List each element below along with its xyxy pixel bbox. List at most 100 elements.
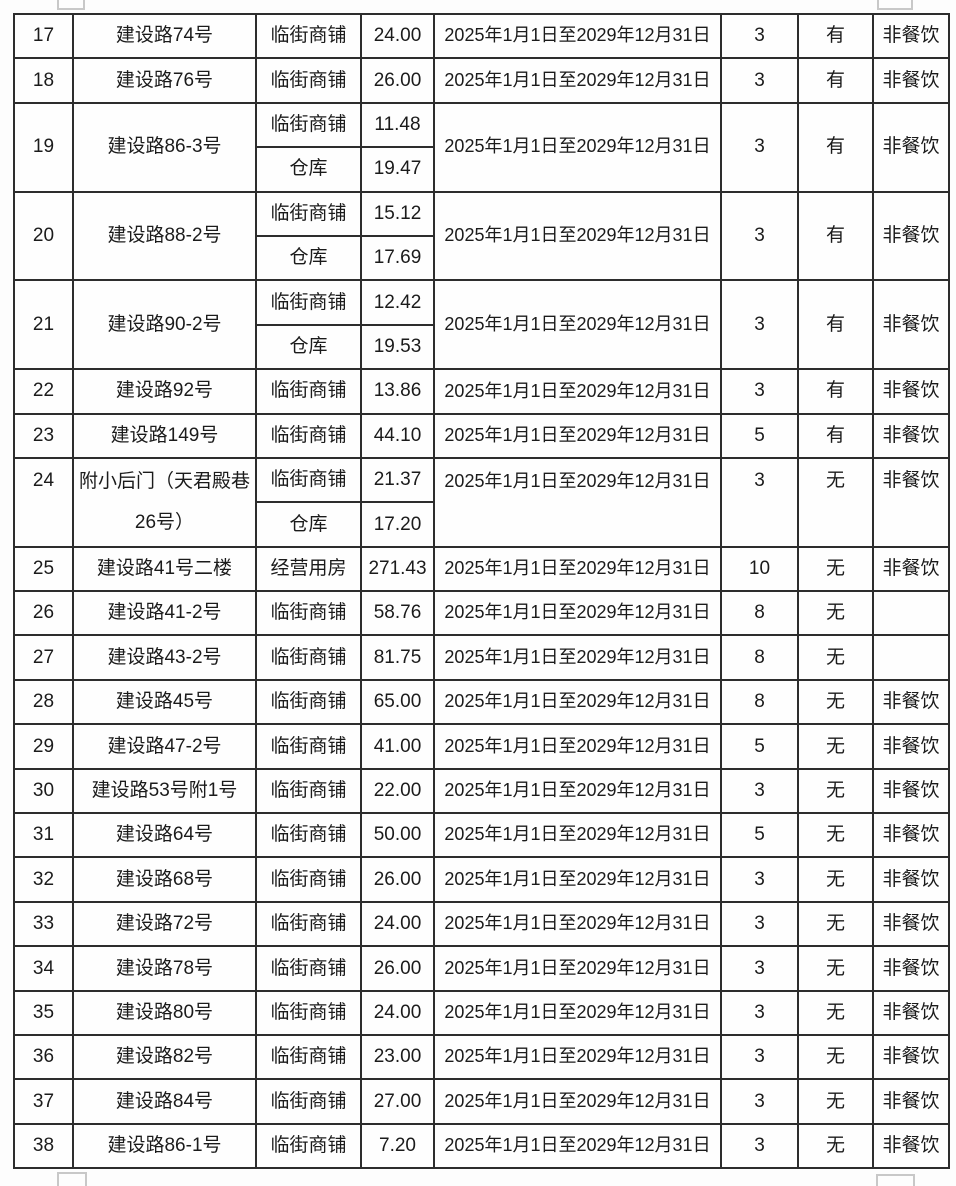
cell-unit-type: 临街商铺: [255, 101, 362, 149]
cell-unit-area: 24.00: [360, 12, 435, 60]
cell-unit-type: 临街商铺: [255, 812, 362, 859]
cell-seq: 38: [13, 1122, 74, 1170]
cell-seq: 22: [13, 368, 74, 415]
cell-location: 建设路41-2号: [72, 590, 257, 637]
cell-unit-type: 临街商铺: [255, 723, 362, 770]
cell-status: 无: [797, 989, 874, 1036]
cell-unit-area: 26.00: [360, 945, 435, 992]
cell-unit-type: 仓库: [255, 501, 362, 548]
cell-term-years: 5: [720, 723, 799, 770]
cell-location: 建设路68号: [72, 856, 257, 903]
table-row: 35 建设路80号 临街商铺 24.00 2025年1月1日至2029年12月31日 3 无…: [13, 989, 950, 1036]
cell-location: 建设路92号: [72, 368, 257, 415]
cell-status: 有: [797, 57, 874, 104]
cell-term-years: 3: [720, 279, 799, 371]
cell-status: 无: [797, 723, 874, 770]
table-row: 18 建设路76号 临街商铺 26.00 2025年1月1日至2029年12月31日 3 有…: [13, 57, 950, 104]
cell-status: 无: [797, 1122, 874, 1170]
cell-status: 有: [797, 412, 874, 459]
cell-unit-area: 12.42: [360, 279, 435, 326]
cell-unit-type: 临街商铺: [255, 190, 362, 237]
cell-seq: 35: [13, 989, 74, 1036]
cell-seq: 31: [13, 812, 74, 859]
cell-status: 无: [797, 678, 874, 726]
cell-status: 无: [797, 1033, 874, 1081]
table-row: 21 建设路90-2号 临街商铺 12.42 2025年1月1日至2029年12月31日…: [13, 279, 950, 371]
cell-term-years: 5: [720, 812, 799, 859]
cell-unit-type: 临街商铺: [255, 1033, 362, 1081]
table-row: 23 建设路149号 临街商铺 44.10 2025年1月1日至2029年12月31日 5…: [13, 412, 950, 459]
cell-restriction: 非餐饮: [872, 900, 950, 948]
table-row: 31 建设路64号 临街商铺 50.00 2025年1月1日至2029年12月31日 5 无…: [13, 812, 950, 859]
cell-unit-type: 临街商铺: [255, 634, 362, 681]
cell-restriction: 非餐饮: [872, 101, 950, 193]
cell-location: 建设路72号: [72, 900, 257, 948]
cell-term-years: 3: [720, 456, 799, 548]
cell-seq: 32: [13, 856, 74, 903]
table-row: 29 建设路47-2号 临街商铺 41.00 2025年1月1日至2029年12月31日…: [13, 723, 950, 770]
cell-lease-period: 2025年1月1日至2029年12月31日: [433, 545, 722, 593]
cell-restriction: 非餐饮: [872, 57, 950, 104]
cell-restriction: 非餐饮: [872, 368, 950, 415]
cell-term-years: 3: [720, 1122, 799, 1170]
cell-term-years: 8: [720, 590, 799, 637]
cell-unit-area: 7.20: [360, 1122, 435, 1170]
table-row: 20 建设路88-2号 临街商铺 15.12 2025年1月1日至2029年12月31日…: [13, 190, 950, 282]
cell-unit-type: 临街商铺: [255, 590, 362, 637]
cell-unit-type: 临街商铺: [255, 456, 362, 504]
cell-lease-period: 2025年1月1日至2029年12月31日: [433, 368, 722, 415]
cell-lease-period: 2025年1月1日至2029年12月31日: [433, 767, 722, 815]
cell-location: 建设路78号: [72, 945, 257, 992]
table-row: 34 建设路78号 临街商铺 26.00 2025年1月1日至2029年12月31日 3 无…: [13, 945, 950, 992]
cell-restriction: 非餐饮: [872, 856, 950, 903]
cell-term-years: 3: [720, 368, 799, 415]
cell-unit-area: 24.00: [360, 900, 435, 948]
cell-lease-period: 2025年1月1日至2029年12月31日: [433, 101, 722, 193]
cell-unit-area: 50.00: [360, 812, 435, 859]
table-row: 17 建设路74号 临街商铺 24.00 2025年1月1日至2029年12月31日 3 有…: [13, 12, 950, 60]
cell-unit-area: 23.00: [360, 1033, 435, 1081]
cell-lease-period: 2025年1月1日至2029年12月31日: [433, 279, 722, 371]
cell-location: 附小后门（天君殿巷26号）: [72, 456, 257, 548]
cell-restriction: 非餐饮: [872, 456, 950, 548]
cell-location: 建设路47-2号: [72, 723, 257, 770]
cell-lease-period: 2025年1月1日至2029年12月31日: [433, 1078, 722, 1125]
cell-seq: 17: [13, 12, 74, 60]
cell-seq: 18: [13, 57, 74, 104]
cell-seq: 24: [13, 456, 74, 548]
cell-unit-type: 临街商铺: [255, 368, 362, 415]
cell-unit-type: 临街商铺: [255, 767, 362, 815]
cell-status: 无: [797, 767, 874, 815]
cell-location: 建设路88-2号: [72, 190, 257, 282]
cell-lease-period: 2025年1月1日至2029年12月31日: [433, 456, 722, 548]
cell-location: 建设路43-2号: [72, 634, 257, 681]
cell-unit-type: 临街商铺: [255, 1122, 362, 1170]
corner-handle-bottom-left-icon: [57, 1172, 87, 1186]
cell-seq: 23: [13, 412, 74, 459]
cell-restriction: 非餐饮: [872, 190, 950, 282]
cell-location: 建设路149号: [72, 412, 257, 459]
cell-unit-area: 15.12: [360, 190, 435, 237]
cell-unit-area: 81.75: [360, 634, 435, 681]
cell-term-years: 5: [720, 412, 799, 459]
cell-lease-period: 2025年1月1日至2029年12月31日: [433, 723, 722, 770]
cell-unit-type: 临街商铺: [255, 12, 362, 60]
cell-unit-area: 21.37: [360, 456, 435, 504]
table-row: 32 建设路68号 临街商铺 26.00 2025年1月1日至2029年12月31日 3 无…: [13, 856, 950, 903]
cell-restriction: 非餐饮: [872, 1033, 950, 1081]
cell-seq: 27: [13, 634, 74, 681]
cell-lease-period: 2025年1月1日至2029年12月31日: [433, 12, 722, 60]
cell-unit-type: 仓库: [255, 234, 362, 282]
cell-unit-type: 临街商铺: [255, 57, 362, 104]
cell-unit-area: 11.48: [360, 101, 435, 149]
corner-handle-top-right-icon: [877, 0, 913, 10]
cell-unit-area: 271.43: [360, 545, 435, 593]
cell-term-years: 3: [720, 101, 799, 193]
cell-lease-period: 2025年1月1日至2029年12月31日: [433, 190, 722, 282]
cell-seq: 25: [13, 545, 74, 593]
table-row: 36 建设路82号 临街商铺 23.00 2025年1月1日至2029年12月31日 3 无…: [13, 1033, 950, 1081]
cell-unit-area: 17.69: [360, 234, 435, 282]
cell-seq: 36: [13, 1033, 74, 1081]
cell-unit-area: 24.00: [360, 989, 435, 1036]
